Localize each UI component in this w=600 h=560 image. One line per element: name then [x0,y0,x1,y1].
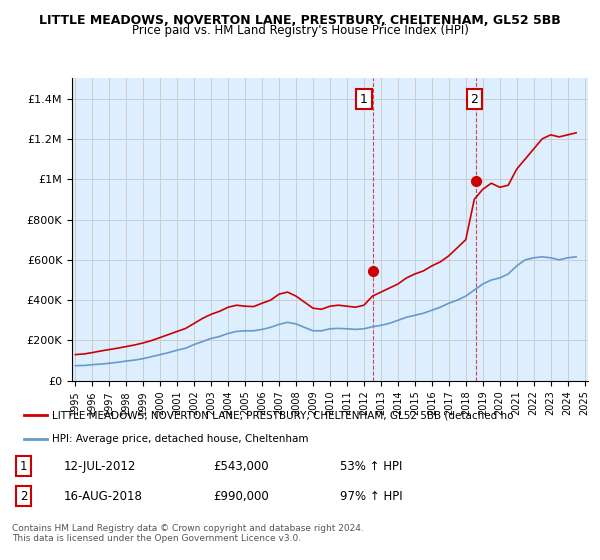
Text: Contains HM Land Registry data © Crown copyright and database right 2024.
This d: Contains HM Land Registry data © Crown c… [12,524,364,543]
Text: 2: 2 [20,490,27,503]
Text: 1: 1 [20,460,27,473]
Text: 12-JUL-2012: 12-JUL-2012 [64,460,136,473]
Text: 1: 1 [360,92,368,105]
Text: £990,000: £990,000 [214,490,269,503]
Text: LITTLE MEADOWS, NOVERTON LANE, PRESTBURY, CHELTENHAM, GL52 5BB (detached ho: LITTLE MEADOWS, NOVERTON LANE, PRESTBURY… [52,410,514,420]
Text: 2: 2 [470,92,478,105]
Text: 53% ↑ HPI: 53% ↑ HPI [340,460,403,473]
Text: HPI: Average price, detached house, Cheltenham: HPI: Average price, detached house, Chel… [52,434,309,444]
Text: £543,000: £543,000 [214,460,269,473]
Text: 16-AUG-2018: 16-AUG-2018 [64,490,143,503]
Text: LITTLE MEADOWS, NOVERTON LANE, PRESTBURY, CHELTENHAM, GL52 5BB: LITTLE MEADOWS, NOVERTON LANE, PRESTBURY… [39,14,561,27]
Text: 97% ↑ HPI: 97% ↑ HPI [340,490,403,503]
Text: Price paid vs. HM Land Registry's House Price Index (HPI): Price paid vs. HM Land Registry's House … [131,24,469,37]
